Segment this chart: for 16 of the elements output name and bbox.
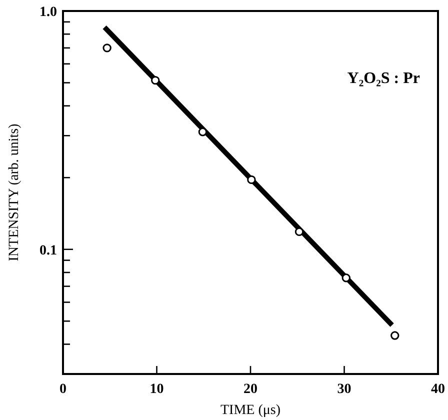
point	[342, 274, 350, 282]
point	[247, 175, 256, 184]
point	[294, 227, 304, 236]
y-tick-label: 0.1	[40, 243, 57, 258]
x-tick-label: 40	[431, 382, 445, 397]
point	[102, 44, 112, 52]
x-tick-label: 0	[60, 382, 66, 397]
y-tick-label: 1.0	[40, 5, 57, 20]
x-tick-label: 30	[337, 382, 352, 397]
point	[150, 76, 160, 85]
annotation: Y₂O₂S : Pr	[347, 70, 420, 87]
x-axis-title: TIME (μs)	[220, 403, 281, 418]
x-tick-label: 20	[244, 382, 258, 397]
y-axis-title: INTENSITY (arb. units)	[7, 123, 22, 262]
point	[390, 331, 400, 340]
x-tick-label: 10	[150, 382, 164, 397]
